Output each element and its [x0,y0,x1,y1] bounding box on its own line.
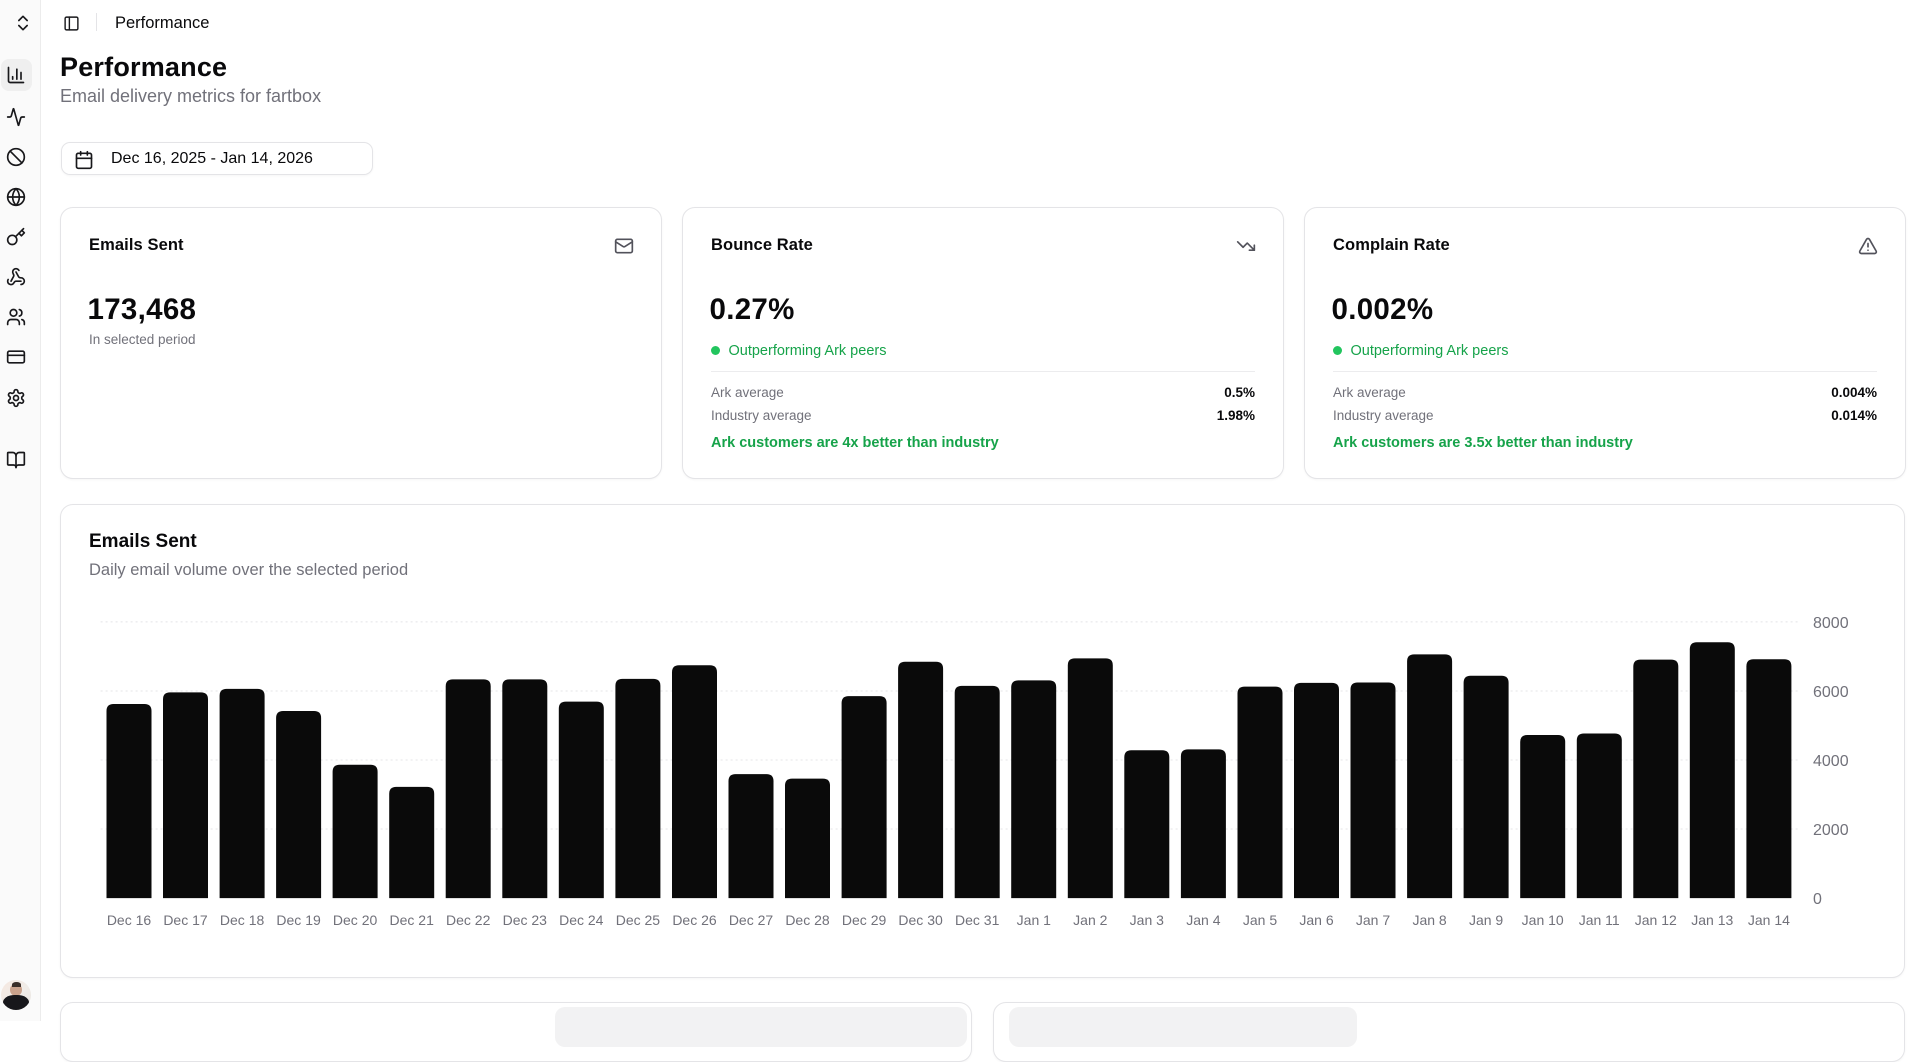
svg-text:Dec 22: Dec 22 [446,912,491,928]
svg-text:Dec 26: Dec 26 [672,912,717,928]
svg-text:Dec 31: Dec 31 [955,912,1000,928]
svg-text:Jan 10: Jan 10 [1522,912,1564,928]
svg-text:Dec 24: Dec 24 [559,912,604,928]
svg-text:Jan 14: Jan 14 [1748,912,1790,928]
svg-text:6000: 6000 [1813,684,1849,701]
svg-text:2000: 2000 [1813,822,1849,839]
svg-text:Jan 7: Jan 7 [1356,912,1390,928]
svg-text:Dec 30: Dec 30 [898,912,943,928]
svg-text:Dec 16: Dec 16 [107,912,152,928]
svg-text:Dec 17: Dec 17 [163,912,208,928]
svg-text:Jan 5: Jan 5 [1243,912,1277,928]
svg-text:Jan 8: Jan 8 [1412,912,1446,928]
svg-text:Jan 2: Jan 2 [1073,912,1107,928]
svg-text:Dec 25: Dec 25 [616,912,661,928]
svg-text:Jan 13: Jan 13 [1691,912,1733,928]
svg-text:8000: 8000 [1813,615,1849,632]
svg-text:Jan 4: Jan 4 [1186,912,1220,928]
svg-text:Dec 19: Dec 19 [276,912,321,928]
svg-text:Jan 1: Jan 1 [1017,912,1051,928]
svg-text:Jan 9: Jan 9 [1469,912,1503,928]
svg-text:Dec 20: Dec 20 [333,912,378,928]
svg-text:Dec 28: Dec 28 [785,912,830,928]
svg-text:Dec 21: Dec 21 [390,912,435,928]
svg-text:Jan 6: Jan 6 [1299,912,1333,928]
svg-text:Jan 12: Jan 12 [1635,912,1677,928]
svg-text:Jan 3: Jan 3 [1130,912,1164,928]
svg-text:Jan 11: Jan 11 [1579,912,1620,928]
svg-text:Dec 27: Dec 27 [729,912,774,928]
svg-text:Dec 29: Dec 29 [842,912,887,928]
svg-text:4000: 4000 [1813,753,1849,770]
svg-text:0: 0 [1813,891,1822,908]
svg-text:Dec 23: Dec 23 [503,912,548,928]
svg-text:Dec 18: Dec 18 [220,912,265,928]
